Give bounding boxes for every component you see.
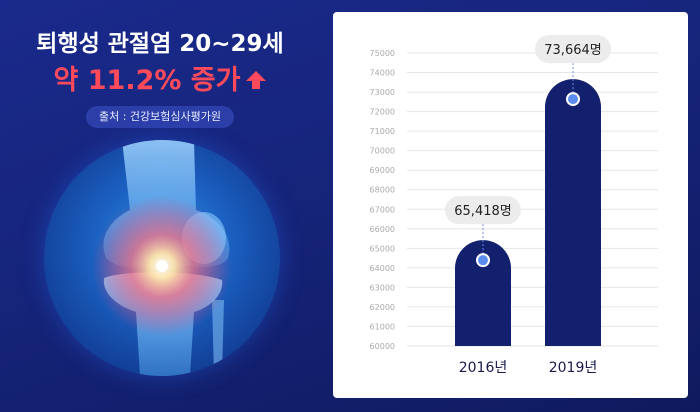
increase-headline: 약 11.2% 증가: [0, 58, 320, 97]
headline: 퇴행성 관절염 20~29세: [36, 31, 284, 57]
source-badge: 출처 : 건강보험심사평가원: [86, 106, 234, 128]
value-marker: [566, 92, 580, 107]
data-label: 65,418명: [454, 204, 511, 219]
y-tick-label: 73000: [370, 88, 395, 97]
y-tick-label: 61000: [370, 322, 395, 331]
y-tick-label: 69000: [370, 166, 395, 175]
bar-chart: 60000 61000 62000 63000 64000 65000 66000 67000…: [370, 35, 658, 376]
y-tick-label: 68000: [370, 186, 395, 195]
left-panel: 퇴행성 관절염 20~29세 약 11.2% 증가 출처 : 건강보험심사평가원: [0, 0, 320, 412]
y-tick-label: 70000: [370, 147, 395, 156]
bar: [455, 240, 511, 346]
y-tick-label: 60000: [370, 342, 395, 351]
y-tick-label: 65000: [370, 244, 395, 253]
x-tick-label: 2016년: [459, 360, 508, 376]
value-marker: [476, 253, 490, 268]
increase-text: 약 11.2% 증가: [53, 65, 241, 96]
y-tick-label: 72000: [370, 108, 395, 117]
x-tick-label: 2019년: [549, 360, 598, 376]
knee-xray-illustration: [44, 140, 280, 376]
y-tick-label: 71000: [370, 127, 395, 136]
y-tick-label: 74000: [370, 69, 395, 78]
chart-card: 60000 61000 62000 63000 64000 65000 66000 67000…: [333, 12, 688, 398]
y-tick-label: 62000: [370, 303, 395, 312]
y-tick-label: 75000: [370, 49, 395, 58]
bar: [545, 79, 601, 347]
value-bubble: [535, 35, 611, 64]
y-tick-label: 64000: [370, 264, 395, 273]
y-tick-label: 67000: [370, 205, 395, 214]
value-bubble: [445, 196, 521, 225]
up-arrow-icon: [245, 71, 266, 89]
y-tick-label: 63000: [370, 283, 395, 292]
y-tick-label: 66000: [370, 225, 395, 234]
data-label: 73,664명: [544, 43, 601, 58]
